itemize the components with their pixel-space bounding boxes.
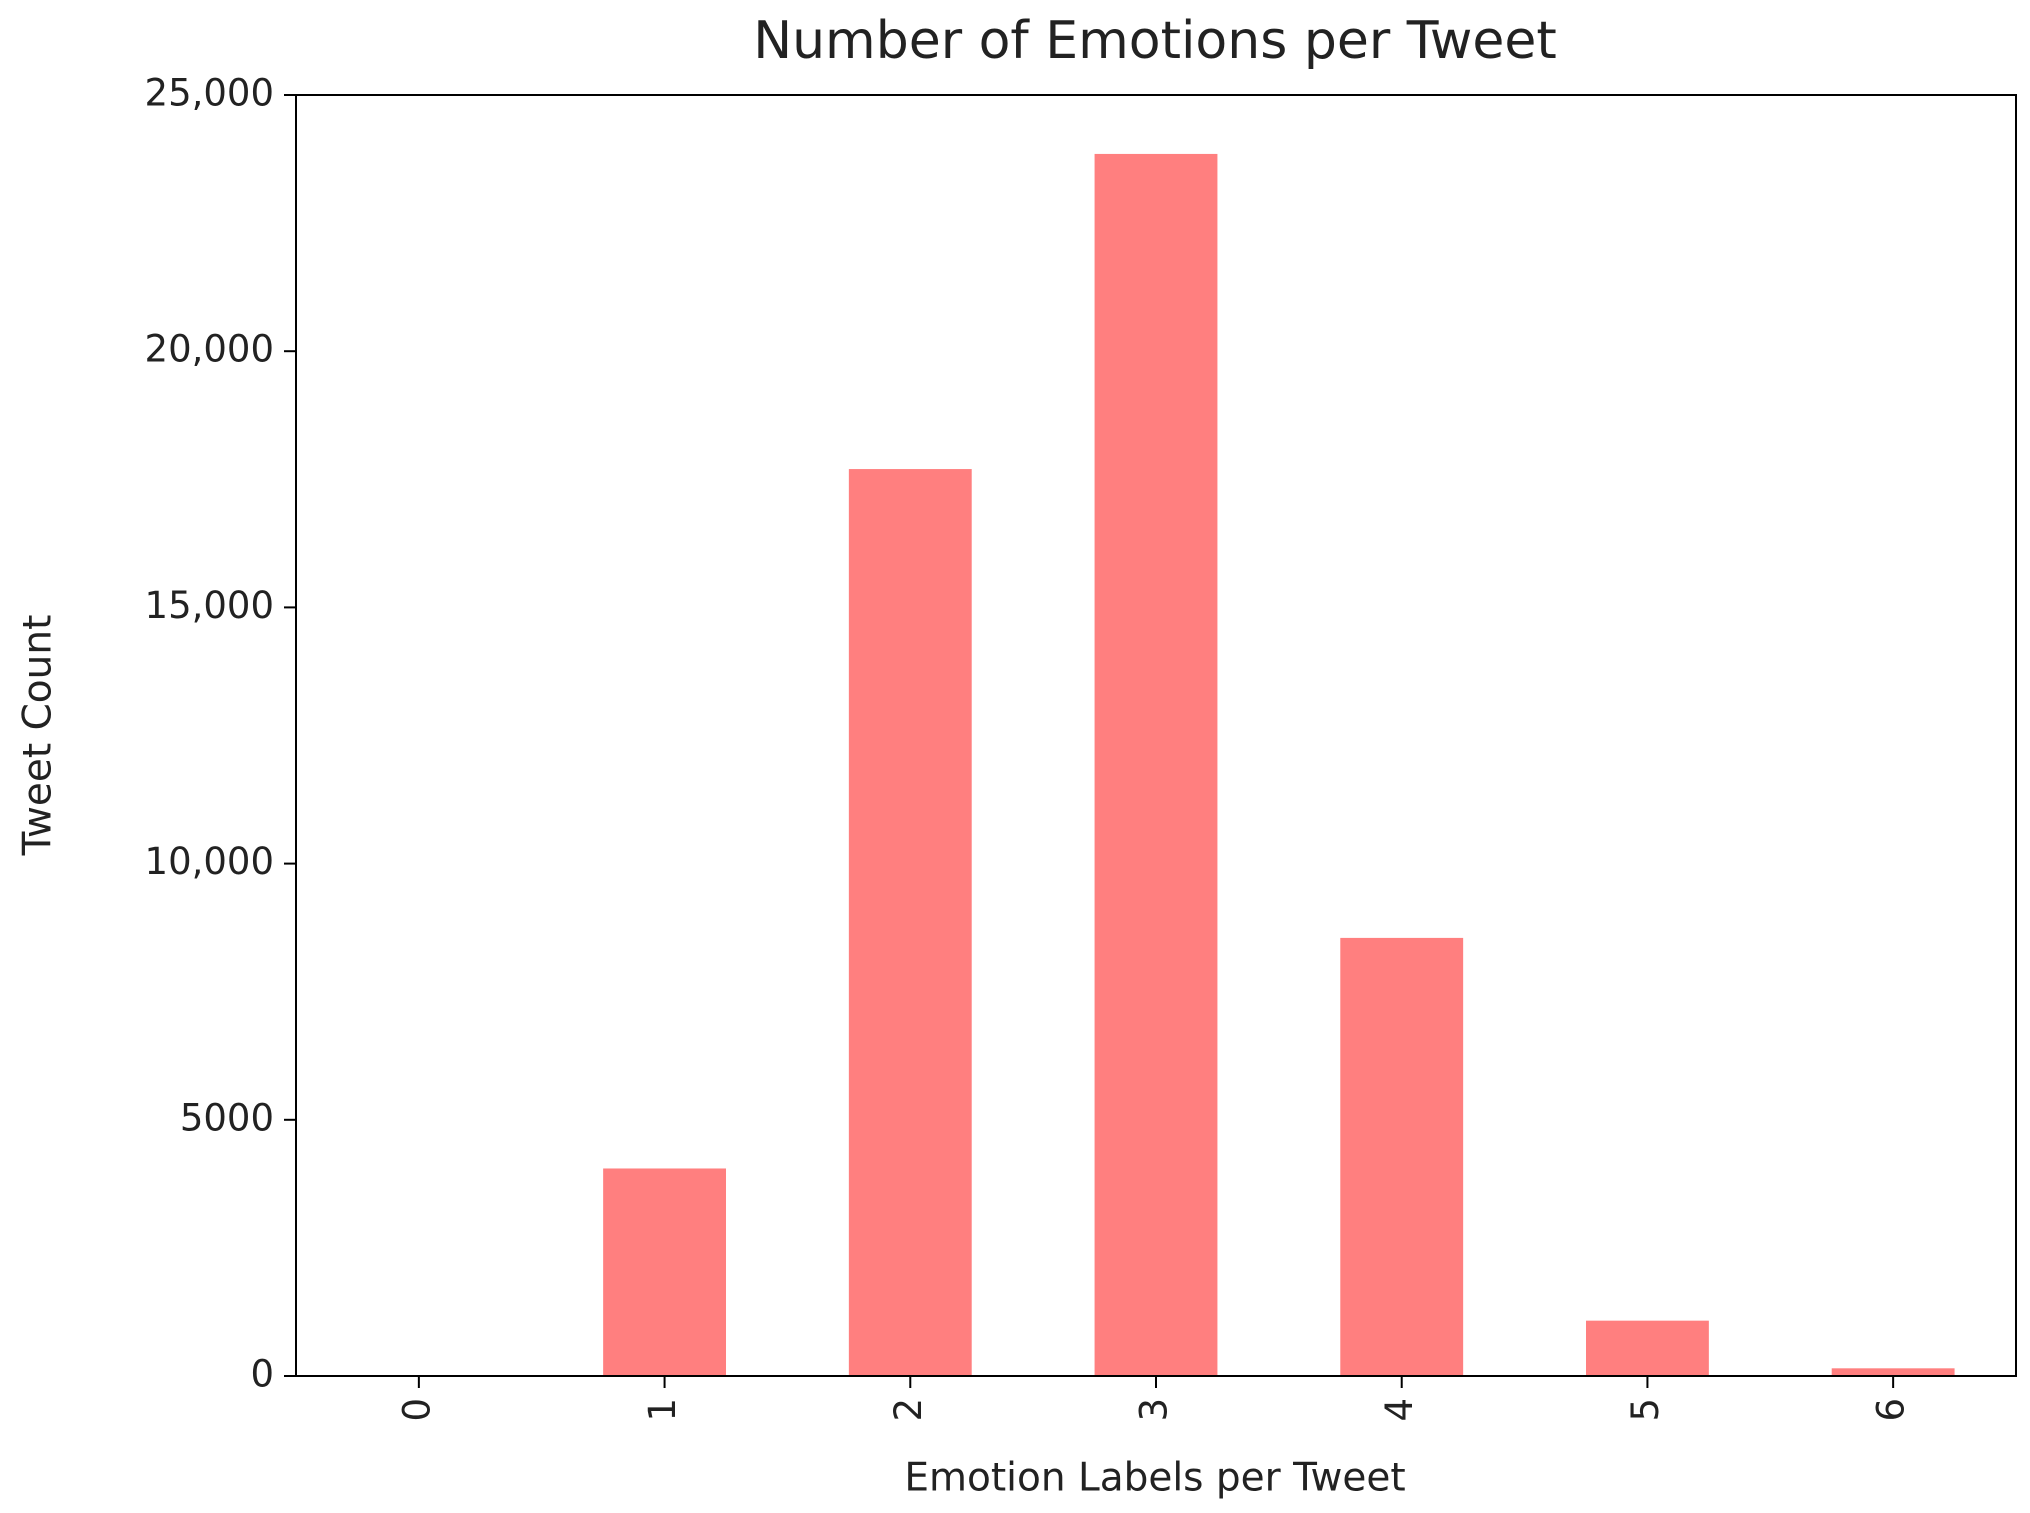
- x-tick-label: 3: [1133, 1398, 1176, 1422]
- bar: [603, 1168, 726, 1376]
- plot-frame: [295, 94, 2017, 1377]
- y-tick-label: 15,000: [145, 584, 274, 627]
- y-tick-label: 10,000: [145, 840, 274, 883]
- bar: [1586, 1320, 1709, 1376]
- y-tick-label: 25,000: [145, 72, 274, 115]
- x-tick-label: 4: [1378, 1398, 1421, 1422]
- y-tick-label: 20,000: [145, 328, 274, 371]
- x-tick-label: 5: [1624, 1398, 1667, 1422]
- x-tick-label: 6: [1870, 1398, 1913, 1422]
- x-tick-label: 0: [395, 1398, 438, 1422]
- bar: [1831, 1368, 1955, 1376]
- x-tick-label: 2: [887, 1398, 930, 1422]
- bar: [1340, 937, 1464, 1376]
- bar: [1094, 153, 1218, 1376]
- chart-title: Number of Emotions per Tweet: [753, 11, 1557, 71]
- bar: [848, 469, 972, 1376]
- x-axis-label: Emotion Labels per Tweet: [904, 1456, 1405, 1501]
- x-tick-label: 1: [641, 1398, 684, 1422]
- y-tick-label: 0: [250, 1353, 274, 1396]
- y-axis-label: Tweet Count: [16, 615, 61, 857]
- y-tick-label: 5000: [180, 1096, 274, 1139]
